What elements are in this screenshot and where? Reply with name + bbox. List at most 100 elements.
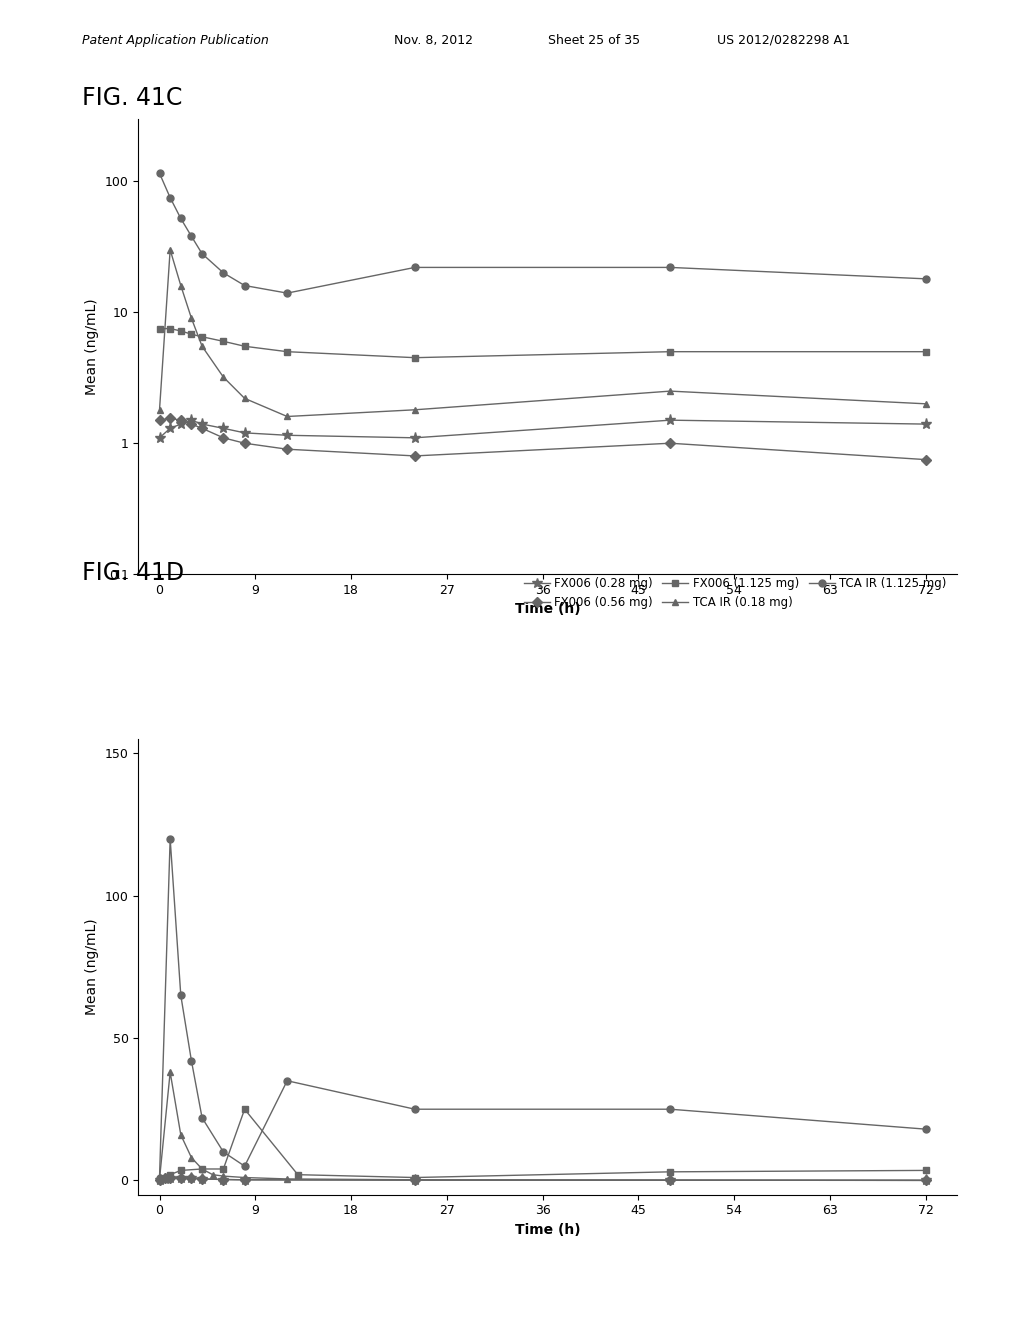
FX006 (0.28 mg) [175,416,187,432]
FX006 (1.125 mg) [281,343,293,359]
TCA IR (0.18 mg) [154,401,166,417]
FX006 (0.28 mg) [175,1170,187,1185]
FX006 (0.56 mg) [175,1170,187,1185]
TCA IR (0.18 mg) [217,1168,229,1184]
FX006 (0.56 mg) [164,1170,176,1185]
FX006 (0.28 mg) [159,1171,171,1187]
FX006 (0.28 mg) [664,412,676,428]
Line: TCA IR (0.18 mg): TCA IR (0.18 mg) [156,1069,929,1184]
TCA IR (0.18 mg) [164,242,176,257]
TCA IR (1.125 mg) [154,165,166,181]
FX006 (0.28 mg) [239,425,251,441]
FX006 (0.56 mg) [281,441,293,457]
Line: TCA IR (0.18 mg): TCA IR (0.18 mg) [156,247,929,420]
TCA IR (1.125 mg) [281,1073,293,1089]
FX006 (0.28 mg) [164,1170,176,1185]
FX006 (0.56 mg) [217,430,229,446]
Line: FX006 (0.28 mg): FX006 (0.28 mg) [154,414,931,444]
FX006 (0.56 mg) [185,416,198,432]
TCA IR (0.18 mg) [154,1171,166,1187]
TCA IR (1.125 mg) [920,1121,932,1137]
TCA IR (1.125 mg) [409,260,421,276]
TCA IR (0.18 mg) [920,1172,932,1188]
FX006 (0.56 mg) [159,1170,171,1185]
TCA IR (0.18 mg) [175,277,187,293]
FX006 (0.56 mg) [409,447,421,463]
Text: US 2012/0282298 A1: US 2012/0282298 A1 [717,33,850,46]
TCA IR (0.18 mg) [217,370,229,385]
TCA IR (0.18 mg) [196,1162,208,1177]
FX006 (0.56 mg) [217,1172,229,1188]
FX006 (0.28 mg) [154,430,166,446]
FX006 (0.56 mg) [154,412,166,428]
TCA IR (0.18 mg) [664,1172,676,1188]
TCA IR (0.18 mg) [185,310,198,326]
FX006 (0.28 mg) [920,416,932,432]
X-axis label: Time (h): Time (h) [515,602,581,616]
FX006 (1.125 mg) [164,1167,176,1183]
FX006 (0.56 mg) [664,436,676,451]
FX006 (0.28 mg) [239,1172,251,1188]
Text: Patent Application Publication: Patent Application Publication [82,33,268,46]
Y-axis label: Mean (ng/mL): Mean (ng/mL) [85,919,99,1015]
Line: TCA IR (1.125 mg): TCA IR (1.125 mg) [156,170,929,297]
FX006 (0.28 mg) [196,1171,208,1187]
TCA IR (0.18 mg) [409,1172,421,1188]
TCA IR (0.18 mg) [281,1171,293,1187]
TCA IR (1.125 mg) [175,211,187,227]
FX006 (0.28 mg) [185,412,198,428]
FX006 (0.56 mg) [196,1171,208,1187]
Text: FIG. 41C: FIG. 41C [82,86,182,110]
FX006 (0.56 mg) [239,1172,251,1188]
Line: FX006 (0.28 mg): FX006 (0.28 mg) [154,1172,931,1185]
TCA IR (1.125 mg) [185,1053,198,1069]
TCA IR (1.125 mg) [239,277,251,293]
TCA IR (1.125 mg) [920,271,932,286]
FX006 (0.28 mg) [281,428,293,444]
FX006 (0.28 mg) [920,1172,932,1188]
FX006 (1.125 mg) [196,1162,208,1177]
FX006 (0.56 mg) [196,420,208,436]
TCA IR (0.18 mg) [239,1170,251,1185]
Line: FX006 (1.125 mg): FX006 (1.125 mg) [156,1106,929,1184]
FX006 (1.125 mg) [175,323,187,339]
TCA IR (0.18 mg) [281,409,293,425]
FX006 (1.125 mg) [292,1167,304,1183]
FX006 (1.125 mg) [920,343,932,359]
Text: FIG. 41D: FIG. 41D [82,561,184,585]
TCA IR (1.125 mg) [409,1101,421,1117]
TCA IR (1.125 mg) [164,190,176,206]
FX006 (0.28 mg) [196,416,208,432]
TCA IR (0.18 mg) [185,1150,198,1166]
TCA IR (0.18 mg) [207,1167,219,1183]
TCA IR (1.125 mg) [154,1170,166,1185]
FX006 (1.125 mg) [185,326,198,342]
TCA IR (1.125 mg) [239,1158,251,1173]
FX006 (0.28 mg) [164,420,176,436]
TCA IR (1.125 mg) [175,987,187,1003]
TCA IR (1.125 mg) [185,228,198,244]
TCA IR (1.125 mg) [196,1110,208,1126]
FX006 (1.125 mg) [154,1172,166,1188]
FX006 (0.28 mg) [154,1172,166,1188]
TCA IR (1.125 mg) [217,265,229,281]
TCA IR (0.18 mg) [239,391,251,407]
TCA IR (0.18 mg) [409,401,421,417]
TCA IR (1.125 mg) [196,246,208,261]
FX006 (0.56 mg) [154,1172,166,1188]
TCA IR (0.18 mg) [175,1127,187,1143]
TCA IR (0.18 mg) [920,396,932,412]
FX006 (1.125 mg) [154,321,166,337]
FX006 (1.125 mg) [217,1162,229,1177]
FX006 (0.56 mg) [920,451,932,467]
FX006 (1.125 mg) [164,321,176,337]
TCA IR (1.125 mg) [217,1144,229,1160]
Line: FX006 (0.56 mg): FX006 (0.56 mg) [156,414,929,463]
TCA IR (1.125 mg) [164,830,176,846]
TCA IR (1.125 mg) [664,260,676,276]
X-axis label: Time (h): Time (h) [515,1222,581,1237]
FX006 (1.125 mg) [217,334,229,350]
FX006 (0.28 mg) [217,1172,229,1188]
Line: FX006 (0.56 mg): FX006 (0.56 mg) [156,1173,929,1184]
Text: Sheet 25 of 35: Sheet 25 of 35 [548,33,640,46]
